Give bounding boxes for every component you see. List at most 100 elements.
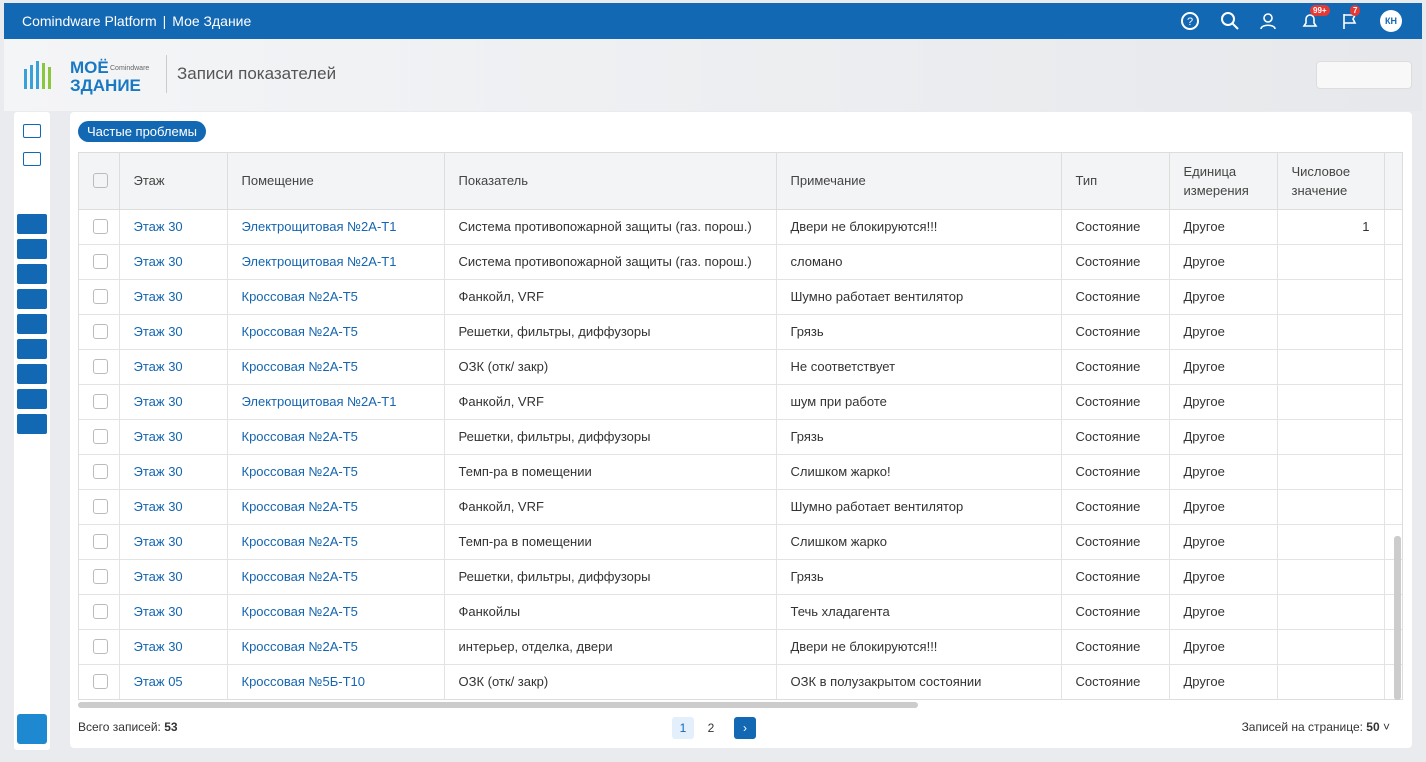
row-select[interactable] <box>79 419 120 455</box>
checkbox[interactable] <box>93 674 108 689</box>
sidebar-button[interactable] <box>17 364 47 384</box>
checkbox[interactable] <box>93 464 108 479</box>
row-select[interactable] <box>79 664 120 699</box>
checkbox[interactable] <box>93 219 108 234</box>
page-size[interactable]: Записей на странице: 50 ˅ <box>1241 720 1390 734</box>
sidebar-icon[interactable] <box>23 124 41 138</box>
table-cell[interactable]: Кроссовая №2А-Т5 <box>227 419 445 455</box>
table-row[interactable]: Этаж 30 Кроссовая №2А-Т5 Темп-ра в помещен… <box>79 454 1402 490</box>
table-row[interactable]: Этаж 05 Кроссовая №5Б-Т10 ОЗК (отк/ закр) О… <box>79 664 1402 699</box>
table-cell[interactable]: Этаж 30 <box>119 489 228 525</box>
table-cell[interactable]: Этаж 30 <box>119 594 228 630</box>
table-cell[interactable]: Этаж 05 <box>119 664 228 699</box>
column-header[interactable]: Примечание <box>776 153 1062 210</box>
sidebar-button[interactable] <box>17 339 47 359</box>
checkbox[interactable] <box>93 499 108 514</box>
column-header[interactable]: Этаж <box>119 153 228 210</box>
table-row[interactable]: Этаж 30 Электрощитовая №2А-Т1 Фанкойл, VRF… <box>79 384 1402 420</box>
row-select[interactable] <box>79 209 120 245</box>
row-select[interactable] <box>79 629 120 665</box>
checkbox[interactable] <box>93 639 108 654</box>
checkbox[interactable] <box>93 534 108 549</box>
row-select[interactable] <box>79 244 120 280</box>
table-cell[interactable]: Кроссовая №2А-Т5 <box>227 559 445 595</box>
checkbox[interactable] <box>93 429 108 444</box>
h-scrollbar[interactable] <box>78 702 918 708</box>
table-row[interactable]: Этаж 30 Кроссовая №2А-Т5 Решетки, фильтры,… <box>79 419 1402 455</box>
search-icon[interactable] <box>1220 11 1240 31</box>
row-select[interactable] <box>79 524 120 560</box>
table-row[interactable]: Этаж 30 Кроссовая №2А-Т5 Фанкойлы Течь хлад… <box>79 594 1402 630</box>
notifications[interactable]: 99+ <box>1300 5 1330 31</box>
table-row[interactable]: Этаж 30 Электрощитовая №2А-Т1 Система прот… <box>79 209 1402 245</box>
sidebar-button[interactable] <box>17 414 47 434</box>
checkbox[interactable] <box>93 254 108 269</box>
table-cell[interactable]: Электрощитовая №2А-Т1 <box>227 244 445 280</box>
page-number[interactable]: 2 <box>707 721 715 735</box>
sidebar-button[interactable] <box>17 389 47 409</box>
v-scrollbar[interactable] <box>1394 536 1401 700</box>
table-cell[interactable]: Кроссовая №2А-Т5 <box>227 454 445 490</box>
sidebar-button[interactable] <box>17 214 47 234</box>
row-select[interactable] <box>79 314 120 350</box>
table-row[interactable]: Этаж 30 Кроссовая №2А-Т5 Фанкойл, VRF Шумно… <box>79 279 1402 315</box>
checkbox[interactable] <box>93 394 108 409</box>
column-header[interactable]: Единица измерения <box>1169 153 1278 210</box>
table-cell[interactable]: Этаж 30 <box>119 244 228 280</box>
row-select[interactable] <box>79 559 120 595</box>
users-icon[interactable] <box>1260 11 1280 31</box>
table-cell[interactable]: Этаж 30 <box>119 349 228 385</box>
table-cell[interactable]: Кроссовая №2А-Т5 <box>227 524 445 560</box>
checkbox[interactable] <box>93 569 108 584</box>
table-row[interactable]: Этаж 30 Кроссовая №2А-Т5 Темп-ра в помещен… <box>79 524 1402 560</box>
table-cell[interactable]: Кроссовая №2А-Т5 <box>227 314 445 350</box>
row-select[interactable] <box>79 349 120 385</box>
table-cell[interactable]: Электрощитовая №2А-Т1 <box>227 384 445 420</box>
table-cell[interactable]: Этаж 30 <box>119 524 228 560</box>
table-cell[interactable]: Кроссовая №5Б-Т10 <box>227 664 445 699</box>
toolbar[interactable] <box>1316 61 1412 89</box>
table-row[interactable]: Этаж 30 Кроссовая №2А-Т5 Решетки, фильтры,… <box>79 559 1402 595</box>
table-cell[interactable]: Этаж 30 <box>119 209 228 245</box>
table-row[interactable]: Этаж 30 Кроссовая №2А-Т5 интерьер, отделка… <box>79 629 1402 665</box>
avatar[interactable]: КН <box>1380 10 1402 32</box>
table-cell[interactable]: Электрощитовая №2А-Т1 <box>227 209 445 245</box>
checkbox[interactable] <box>93 289 108 304</box>
table-row[interactable]: Этаж 30 Кроссовая №2А-Т5 ОЗК (отк/ закр) Не… <box>79 349 1402 385</box>
table-cell[interactable]: Этаж 30 <box>119 314 228 350</box>
sidebar-button[interactable] <box>17 239 47 259</box>
filter-button[interactable]: Частые проблемы <box>78 121 206 142</box>
column-header[interactable]: Показатель <box>444 153 777 210</box>
checkbox[interactable] <box>93 173 108 189</box>
table-cell[interactable]: Кроссовая №2А-Т5 <box>227 489 445 525</box>
row-select[interactable] <box>79 489 120 525</box>
checkbox[interactable] <box>93 324 108 339</box>
select-all[interactable] <box>79 153 120 210</box>
table-cell[interactable]: Этаж 30 <box>119 384 228 420</box>
table-row[interactable]: Этаж 30 Кроссовая №2А-Т5 Решетки, фильтры,… <box>79 314 1402 350</box>
sidebar-button[interactable] <box>17 289 47 309</box>
app-name[interactable]: Comindware Platform <box>22 13 157 29</box>
row-select[interactable] <box>79 279 120 315</box>
table-cell[interactable]: Этаж 30 <box>119 419 228 455</box>
table-cell[interactable]: Этаж 30 <box>119 279 228 315</box>
table-cell[interactable]: Кроссовая №2А-Т5 <box>227 629 445 665</box>
help-icon[interactable]: ? <box>1180 11 1200 31</box>
workspace-name[interactable]: Мое Здание <box>172 13 252 29</box>
row-select[interactable] <box>79 594 120 630</box>
row-select[interactable] <box>79 454 120 490</box>
table-cell[interactable]: Этаж 30 <box>119 629 228 665</box>
messages[interactable]: 7 <box>1340 5 1361 31</box>
column-header[interactable]: Тип <box>1061 153 1170 210</box>
column-header[interactable]: Помещение <box>227 153 445 210</box>
table-cell[interactable]: Кроссовая №2А-Т5 <box>227 279 445 315</box>
platform-logo[interactable] <box>17 714 47 744</box>
logo[interactable]: МОЁ Comindware ЗДАНИЕ <box>22 57 162 97</box>
sidebar-icon[interactable] <box>23 152 41 166</box>
sidebar-button[interactable] <box>17 264 47 284</box>
table-cell[interactable]: Кроссовая №2А-Т5 <box>227 594 445 630</box>
table-row[interactable]: Этаж 30 Электрощитовая №2А-Т1 Система прот… <box>79 244 1402 280</box>
table-cell[interactable]: Этаж 30 <box>119 559 228 595</box>
row-select[interactable] <box>79 384 120 420</box>
table-cell[interactable]: Этаж 30 <box>119 454 228 490</box>
